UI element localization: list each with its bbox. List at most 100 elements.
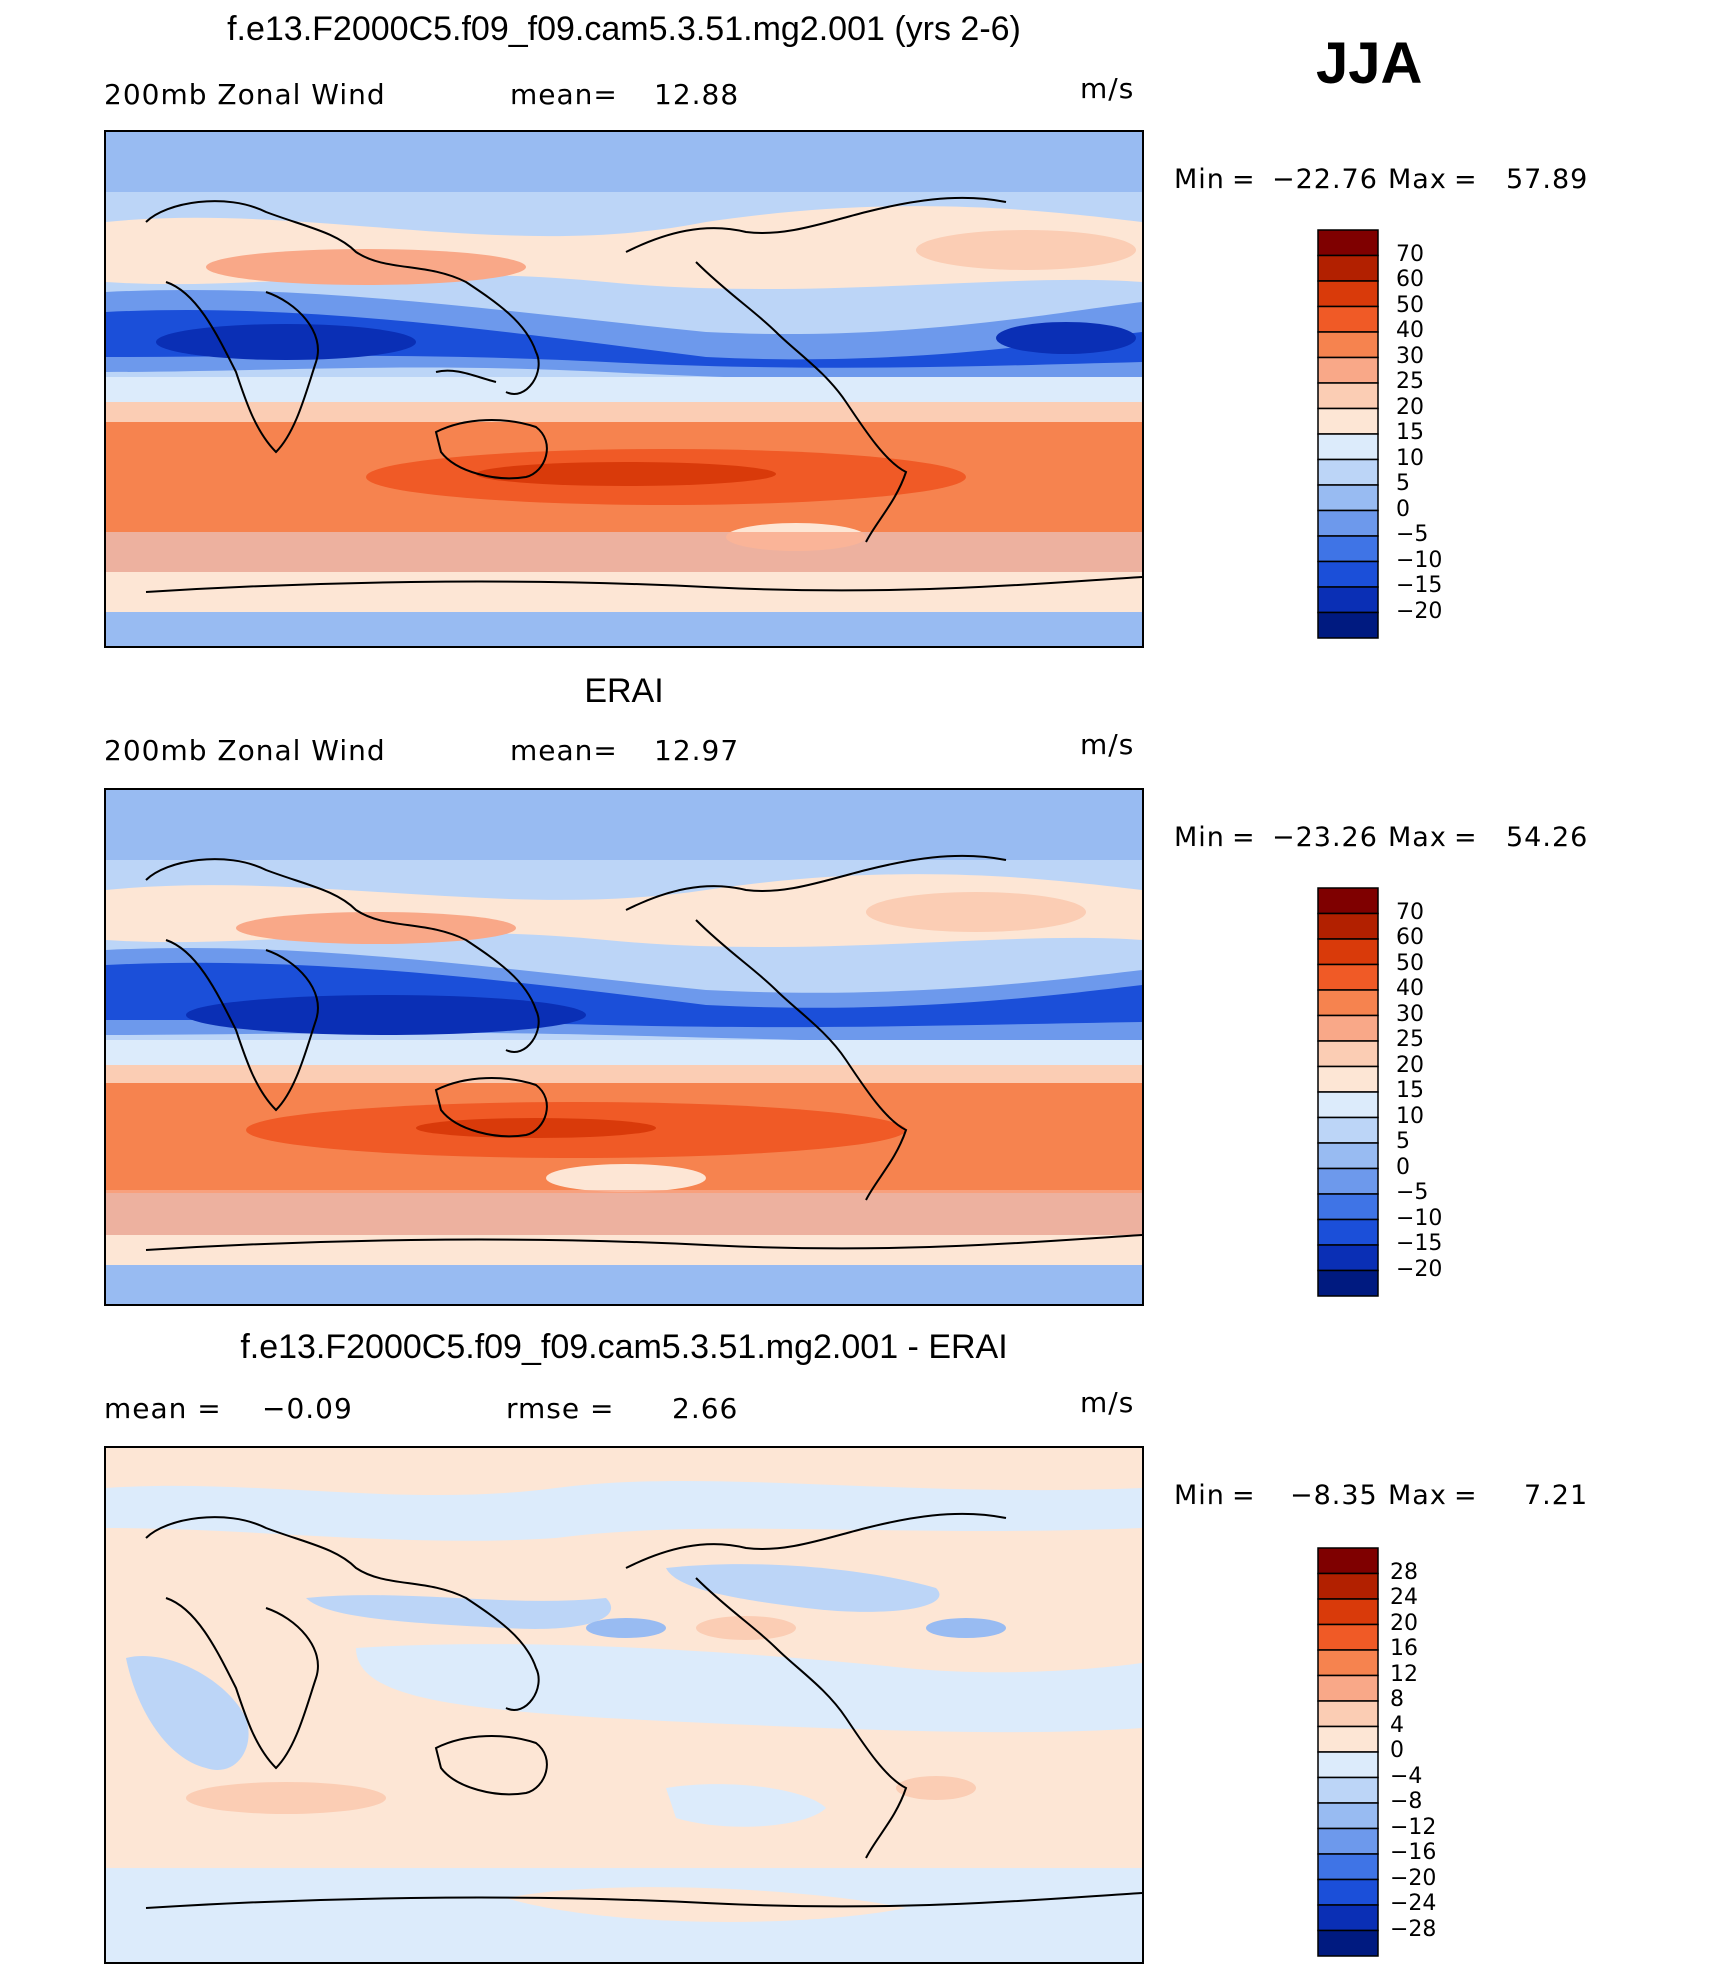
colorbar-tick-label: 10	[1396, 445, 1424, 471]
colorbar-swatch	[1317, 1091, 1379, 1119]
colorbar-tick-label: −5	[1396, 522, 1429, 547]
colorbar-swatch	[1317, 887, 1379, 915]
colorbar-tick-label: −12	[1390, 1814, 1437, 1840]
panel1-max-eq: =	[1454, 164, 1478, 195]
colorbar-swatch	[1317, 1649, 1379, 1677]
colorbar-swatch	[1317, 1116, 1379, 1144]
panel2-unit: m/s	[1080, 728, 1135, 761]
colorbar-tick-label: 5	[1396, 1129, 1410, 1154]
colorbar-swatch	[1317, 963, 1379, 991]
colorbar-tick-label: −10	[1396, 547, 1443, 573]
colorbar-swatch	[1317, 1700, 1379, 1728]
colorbar-tick-label: −16	[1390, 1840, 1437, 1865]
colorbar-tick-label: −20	[1390, 1865, 1437, 1891]
colorbar-swatch	[1317, 331, 1379, 359]
colorbar-tick-label: −20	[1396, 598, 1443, 624]
colorbar-swatch	[1317, 1802, 1379, 1830]
colorbar-tick-label: −8	[1390, 1789, 1423, 1814]
colorbar-tick-label: 40	[1396, 976, 1424, 1001]
colorbar-tick-label: 20	[1396, 394, 1424, 420]
panel3-unit: m/s	[1080, 1386, 1135, 1419]
colorbar-tick-label: 30	[1396, 343, 1424, 369]
panel1-contour-field	[106, 132, 1142, 646]
panel1-min-value: −22.76	[1272, 164, 1378, 195]
colorbar-swatch	[1317, 1065, 1379, 1093]
panel2-map	[104, 788, 1144, 1306]
colorbar-swatch	[1317, 1218, 1379, 1246]
colorbar-swatch	[1317, 1776, 1379, 1804]
colorbar-swatch	[1317, 1598, 1379, 1626]
colorbar-swatch	[1317, 1572, 1379, 1600]
colorbar-tick-label: 50	[1396, 950, 1424, 976]
colorbar-tick-label: −15	[1396, 1231, 1443, 1256]
panel1-variable-label: 200mb Zonal Wind	[104, 78, 386, 111]
colorbar-tick-label: 28	[1390, 1559, 1418, 1585]
colorbar-swatch	[1317, 938, 1379, 966]
panel1-map	[104, 130, 1144, 648]
colorbar-swatch	[1317, 458, 1379, 486]
colorbar-swatch	[1317, 1244, 1379, 1272]
panel2-mean-label: mean=	[510, 734, 618, 767]
colorbar-tick-label: 0	[1396, 1154, 1410, 1180]
colorbar-tick-label: 0	[1396, 496, 1410, 522]
colorbar-tick-label: −28	[1390, 1916, 1437, 1942]
season-label: JJA	[1316, 31, 1423, 96]
colorbar-tick-label: −10	[1396, 1205, 1443, 1231]
colorbar-tick-label: −4	[1390, 1763, 1423, 1789]
colorbar-tick-label: 20	[1396, 1052, 1424, 1078]
panel3-max-eq: =	[1454, 1480, 1478, 1511]
colorbar-swatch	[1317, 484, 1379, 512]
colorbar-swatch	[1317, 1269, 1379, 1297]
colorbar-tick-label: 25	[1396, 1027, 1424, 1052]
colorbar-swatch	[1317, 1725, 1379, 1753]
panel3-colorbar	[1317, 1547, 1379, 1957]
colorbar-swatch	[1317, 535, 1379, 563]
colorbar-tick-label: 70	[1396, 899, 1424, 925]
panel2-min-value: −23.26	[1272, 822, 1378, 853]
colorbar-swatch	[1317, 356, 1379, 384]
colorbar-swatch	[1317, 1167, 1379, 1195]
panel1-min-label: Min	[1174, 164, 1225, 195]
colorbar-tick-label: 60	[1396, 267, 1424, 292]
panel1-mean-label: mean=	[510, 78, 618, 111]
colorbar-swatch	[1317, 407, 1379, 435]
colorbar-tick-label: −20	[1396, 1256, 1443, 1282]
colorbar-tick-label: 15	[1396, 420, 1424, 445]
panel1-min-eq: =	[1232, 164, 1256, 195]
panel3-mean-value: −0.09	[262, 1392, 353, 1425]
colorbar-tick-label: 15	[1396, 1078, 1424, 1103]
colorbar-swatch	[1317, 1878, 1379, 1906]
panel3-min-value: −8.35	[1290, 1480, 1378, 1511]
panel3-title: f.e13.F2000C5.f09_f09.cam5.3.51.mg2.001 …	[240, 1328, 1008, 1366]
panel3-max-label: Max	[1388, 1480, 1447, 1511]
panel1-unit: m/s	[1080, 72, 1135, 105]
colorbar-swatch	[1317, 1142, 1379, 1170]
colorbar-swatch	[1317, 280, 1379, 308]
colorbar-swatch	[1317, 1751, 1379, 1779]
colorbar-swatch	[1317, 1623, 1379, 1651]
panel2-title: ERAI	[584, 672, 664, 710]
colorbar-tick-label: 4	[1390, 1712, 1404, 1738]
panel1-max-label: Max	[1388, 164, 1447, 195]
colorbar-swatch	[1317, 912, 1379, 940]
panel2-min-label: Min	[1174, 822, 1225, 853]
panel3-map	[104, 1446, 1144, 1964]
panel2-max-value: 54.26	[1506, 822, 1589, 853]
colorbar-swatch	[1317, 433, 1379, 461]
colorbar-tick-label: −15	[1396, 573, 1443, 598]
colorbar-swatch	[1317, 586, 1379, 614]
colorbar-tick-label: −5	[1396, 1180, 1429, 1205]
colorbar-tick-label: 25	[1396, 369, 1424, 394]
colorbar-tick-label: 5	[1396, 471, 1410, 496]
panel1-max-value: 57.89	[1506, 164, 1589, 195]
colorbar-tick-label: 70	[1396, 241, 1424, 267]
colorbar-tick-label: 16	[1390, 1636, 1418, 1661]
colorbar-swatch	[1317, 611, 1379, 639]
colorbar-swatch	[1317, 1904, 1379, 1932]
panel2-contour-field	[106, 790, 1142, 1304]
panel1-title: f.e13.F2000C5.f09_f09.cam5.3.51.mg2.001 …	[227, 10, 1021, 48]
colorbar-tick-label: 30	[1396, 1001, 1424, 1027]
colorbar-swatch	[1317, 989, 1379, 1017]
panel1-mean-value: 12.88	[654, 78, 740, 111]
colorbar-tick-label: 12	[1390, 1661, 1418, 1687]
